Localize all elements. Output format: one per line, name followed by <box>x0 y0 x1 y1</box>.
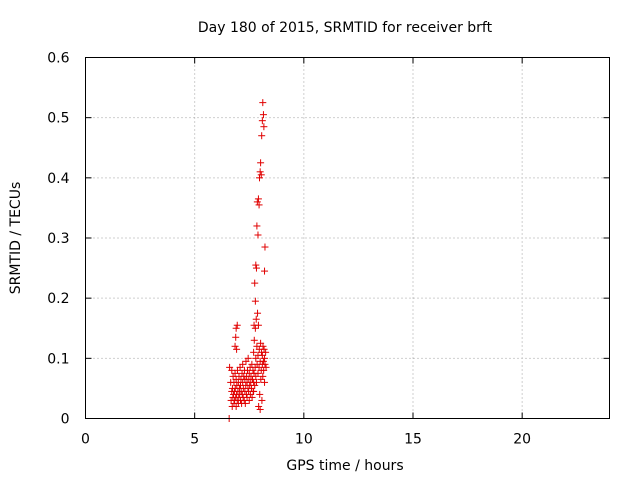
y-tick-label: 0.5 <box>47 111 69 127</box>
chart-title: Day 180 of 2015, SRMTID for receiver brf… <box>198 20 493 36</box>
data-point <box>244 354 252 362</box>
data-point <box>245 396 253 404</box>
data-point <box>261 378 269 386</box>
data-point <box>256 168 264 176</box>
y-tick-label: 0.1 <box>47 351 69 367</box>
data-point <box>261 267 269 275</box>
x-tick-label: 5 <box>190 432 199 448</box>
data-point <box>253 198 261 206</box>
data-point <box>250 348 258 356</box>
data-point <box>232 324 240 332</box>
data-point <box>232 333 240 341</box>
data-point <box>259 342 267 350</box>
y-axis-label: SRMTID / TECUs <box>8 182 24 295</box>
data-point <box>259 357 267 365</box>
data-point <box>259 372 267 380</box>
y-tick-label: 0.2 <box>47 291 69 307</box>
data-point <box>251 297 259 305</box>
x-tick-label: 15 <box>404 432 422 448</box>
data-point <box>253 222 261 230</box>
data-point <box>241 399 249 407</box>
data-point <box>256 390 264 398</box>
data-point <box>259 111 267 119</box>
data-points <box>225 99 270 422</box>
grid <box>85 57 610 419</box>
y-tick-label: 0.6 <box>47 51 69 67</box>
x-tick-label: 20 <box>513 432 531 448</box>
data-point <box>259 99 267 107</box>
data-point <box>258 396 266 404</box>
data-point <box>252 315 260 323</box>
data-point <box>256 174 264 182</box>
data-point <box>250 321 258 329</box>
data-point <box>255 402 263 410</box>
y-tick-label: 0 <box>61 412 70 428</box>
data-point <box>250 336 258 344</box>
data-point <box>256 405 264 413</box>
data-point <box>260 345 268 353</box>
data-point <box>251 381 259 389</box>
data-point <box>233 345 241 353</box>
data-point <box>257 171 265 179</box>
data-point <box>251 324 259 332</box>
data-point <box>254 369 262 377</box>
data-point <box>262 348 270 356</box>
data-point <box>262 363 270 371</box>
data-point <box>261 360 269 368</box>
data-point <box>255 201 263 209</box>
data-point <box>261 354 269 362</box>
y-tick-label: 0.4 <box>47 171 69 187</box>
y-tick-labels: 0 0.1 0.2 0.3 0.4 0.5 0.6 <box>47 51 69 428</box>
data-point <box>258 117 266 125</box>
plot-frame <box>85 57 610 419</box>
data-point <box>254 195 262 203</box>
x-axis-label: GPS time / hours <box>286 458 403 474</box>
axis-ticks <box>85 57 610 419</box>
data-point <box>257 159 265 167</box>
x-tick-label: 0 <box>81 432 90 448</box>
data-point <box>251 279 259 287</box>
data-point <box>231 342 239 350</box>
data-point <box>248 393 256 401</box>
data-point <box>249 375 257 383</box>
data-point <box>239 360 247 368</box>
data-point <box>261 243 269 251</box>
data-point <box>252 261 260 269</box>
data-point <box>252 264 260 272</box>
data-point <box>233 321 241 329</box>
data-point <box>260 123 268 131</box>
data-point <box>254 309 262 317</box>
data-point <box>250 387 258 395</box>
data-point <box>254 231 262 239</box>
data-point <box>246 390 254 398</box>
x-tick-labels: 0 5 10 15 20 <box>81 432 531 448</box>
y-tick-label: 0.3 <box>47 231 69 247</box>
x-tick-label: 10 <box>295 432 313 448</box>
data-point <box>258 132 266 140</box>
data-point <box>252 378 260 386</box>
